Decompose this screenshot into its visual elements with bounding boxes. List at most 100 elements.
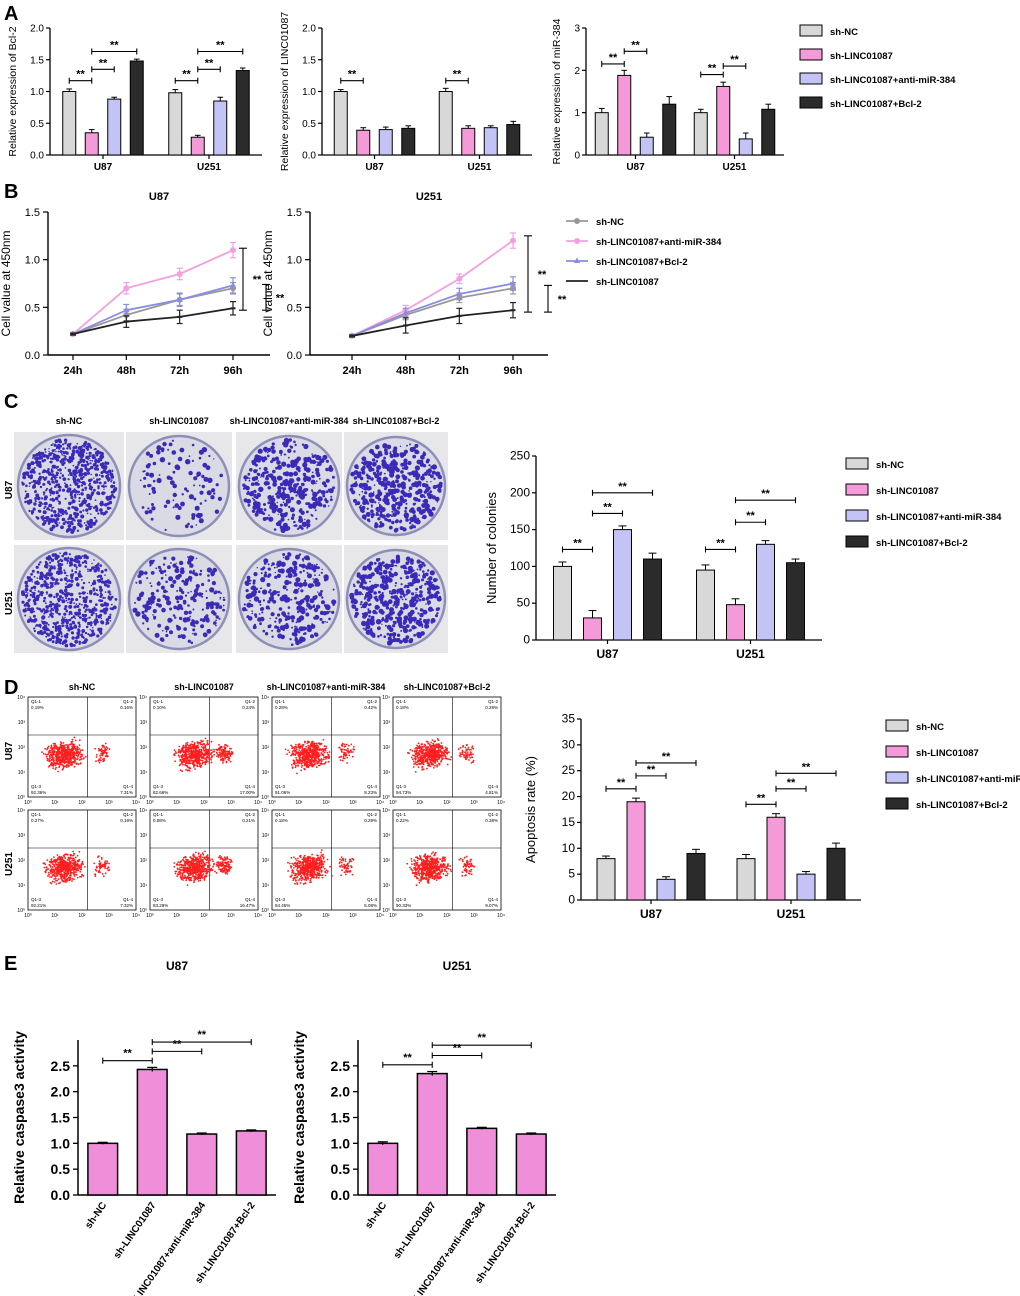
flow-y-tick: 10¹ (140, 770, 148, 776)
data-point (229, 281, 237, 288)
colony-col-label: sh-LINC01087+anti-miR-384 (230, 416, 349, 426)
colony-dot (405, 575, 410, 580)
flow-event (81, 749, 84, 751)
colony-dot (409, 558, 414, 563)
colony-dot (73, 519, 76, 522)
colony-dot (163, 556, 167, 560)
colony-dot (58, 566, 62, 571)
flow-event (212, 751, 214, 753)
colony-dot (94, 467, 97, 469)
flow-row-label: U87 (4, 741, 15, 760)
colony-dot (156, 450, 161, 455)
colony-dot (38, 607, 41, 611)
colony-dot (437, 483, 443, 489)
colony-dot (82, 509, 85, 512)
colony-dot (265, 474, 269, 478)
flow-event (230, 751, 233, 753)
colony-dot (433, 508, 435, 511)
colony-dot (50, 469, 54, 473)
colony-dot (371, 514, 374, 517)
colony-dot (306, 571, 309, 574)
colony-dot (255, 495, 259, 500)
colony-dot (38, 472, 41, 475)
colony-dot (100, 511, 104, 515)
colony-dot (385, 501, 390, 506)
colony-dot (301, 558, 305, 561)
colony-dot (105, 465, 107, 468)
colony-dot (215, 624, 217, 627)
flow-event (68, 762, 71, 765)
colony-dot (44, 560, 48, 564)
flow-event (64, 744, 67, 746)
colony-dot (412, 502, 416, 506)
colony-dot (84, 499, 88, 503)
flow-event (55, 755, 58, 758)
colony-dot (66, 559, 69, 563)
colony-dot (311, 453, 313, 455)
colony-dot (245, 485, 250, 491)
colony-dot (275, 466, 278, 470)
flow-event (59, 751, 62, 754)
colony-dot (103, 602, 108, 607)
colony-dot (59, 598, 62, 601)
flow-event (81, 755, 84, 757)
colony-dot (310, 634, 314, 639)
colony-dot (100, 451, 104, 456)
x-tick-label: U251 (197, 162, 221, 173)
colony-dot (267, 563, 270, 566)
colony-dot (61, 517, 66, 522)
flow-event (56, 748, 59, 750)
colony-dot (267, 600, 271, 604)
flow-event (204, 757, 207, 760)
colony-dot (54, 456, 58, 460)
colony-dot (376, 619, 381, 623)
legend-marker (573, 257, 581, 263)
quadrant-q3-label: Q1-3 (153, 784, 164, 789)
colony-dot (247, 472, 251, 476)
colony-dot (74, 611, 78, 615)
colony-dot (199, 572, 202, 576)
colony-dot (419, 608, 424, 612)
colony-dot (151, 486, 156, 491)
colony-dot (272, 599, 277, 604)
colony-dot (193, 497, 197, 501)
colony-dot (81, 586, 85, 590)
flow-event (102, 752, 105, 755)
colony-dot (70, 495, 74, 498)
colony-dot (26, 607, 30, 611)
colony-dot (387, 519, 392, 523)
colony-dot (322, 504, 327, 508)
colony-dot (68, 553, 71, 556)
colony-dot (93, 559, 95, 561)
colony-dot (45, 515, 50, 520)
flow-event (61, 751, 64, 754)
colony-dot (53, 595, 56, 599)
colony-dot (377, 635, 380, 638)
y-tick-label: 0.0 (30, 151, 44, 162)
colony-dot (436, 500, 439, 503)
colony-dot (78, 625, 81, 628)
colony-dot (73, 488, 76, 491)
colony-dot (257, 590, 261, 593)
colony-dot (65, 599, 68, 602)
colony-dot (174, 464, 180, 470)
colony-dot (258, 467, 261, 470)
colony-dot (265, 481, 270, 486)
colony-dot (278, 621, 281, 624)
flow-event (106, 754, 109, 757)
legend-label: sh-LINC01087+Bcl-2 (596, 257, 688, 268)
flow-event (46, 759, 49, 762)
colony-dot (290, 459, 296, 465)
colony-dot (383, 456, 386, 460)
colony-dot (87, 522, 91, 526)
colony-dot (382, 498, 387, 503)
colony-dot (418, 509, 424, 515)
colony-dot (78, 602, 81, 606)
colony-dot (371, 452, 376, 456)
colony-dot (105, 580, 109, 584)
colony-dot (54, 477, 57, 480)
colony-dot (77, 490, 80, 494)
colony-dot (91, 627, 94, 629)
colony-dot (95, 564, 99, 567)
flow-event (49, 757, 51, 759)
